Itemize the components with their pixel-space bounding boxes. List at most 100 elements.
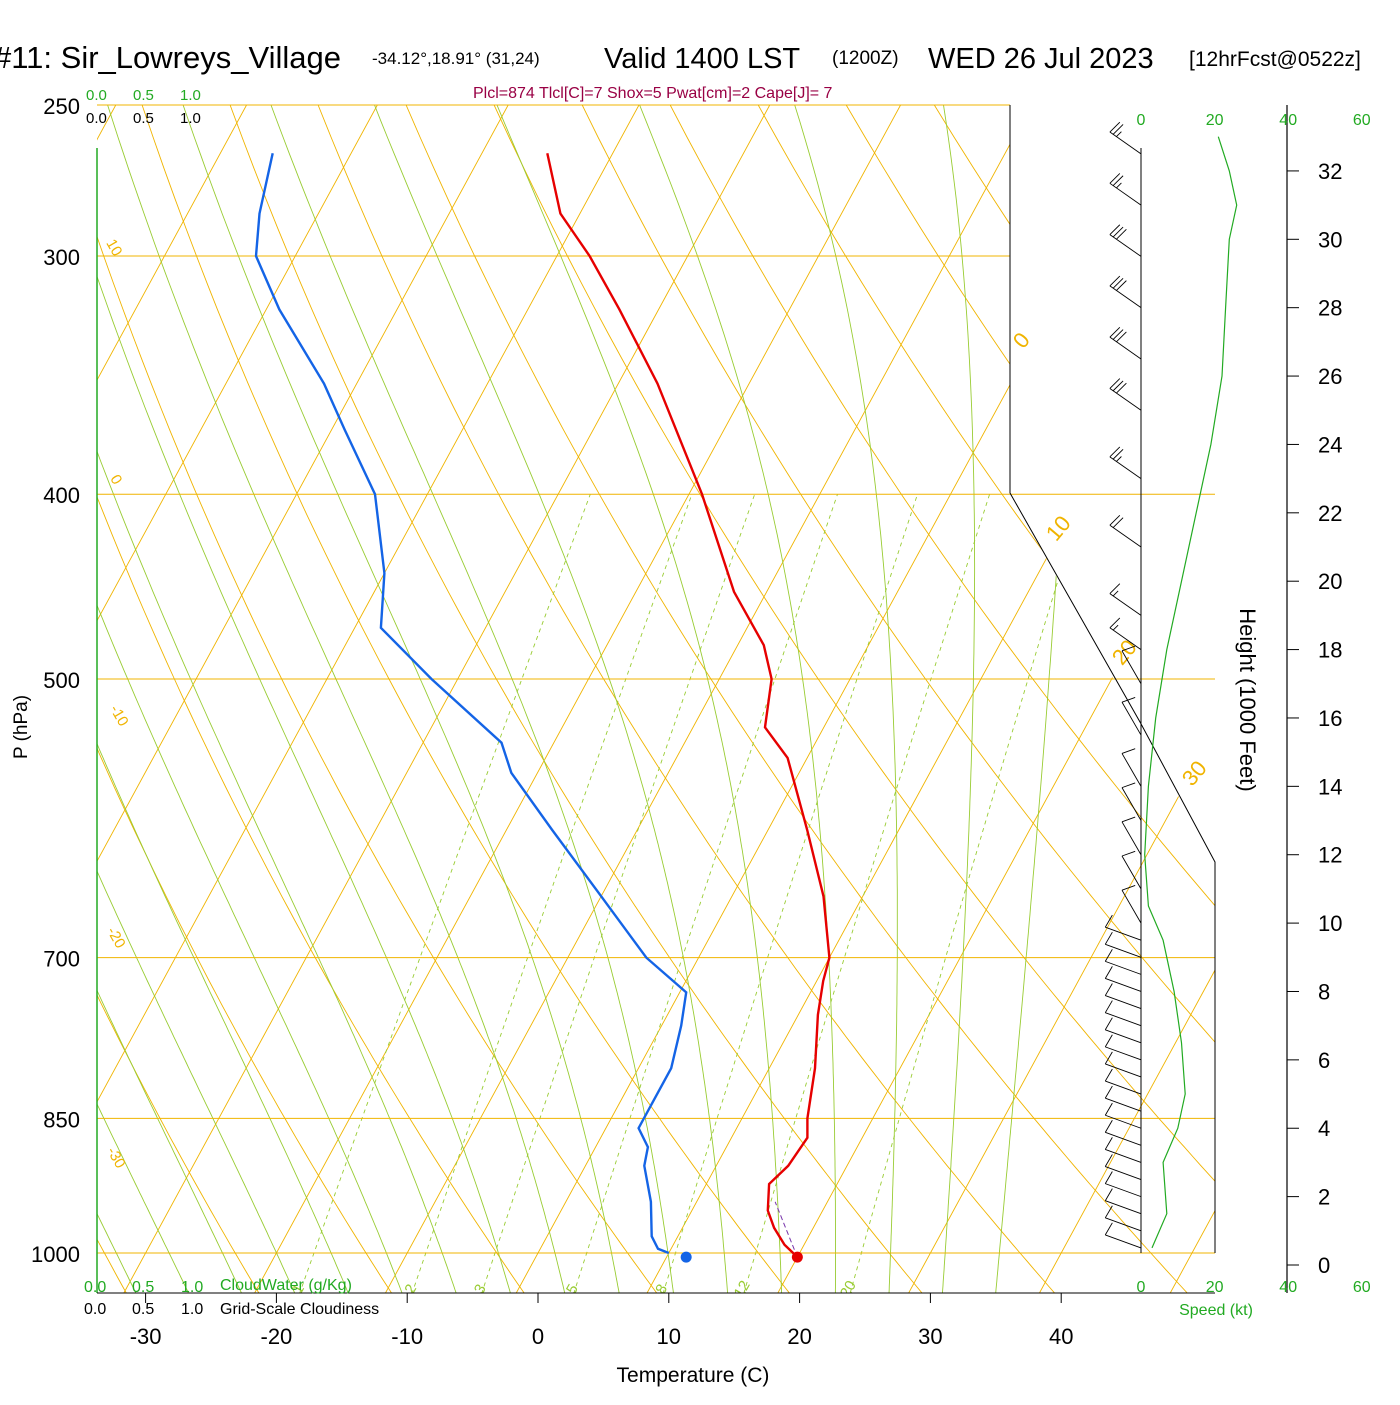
dry-adiabat [739,105,1215,1293]
parcel-path [774,1201,798,1258]
wind-barb-feather [1104,983,1113,996]
wind-barb-feather [1109,617,1121,629]
speed-tick-bottom: 60 [1353,1279,1371,1296]
wind-barb [1121,787,1142,821]
wind-barb-feather [1104,1171,1113,1184]
wind-barb [1109,524,1142,548]
plot-right-border [1009,105,1216,1253]
wind-barb-feather [1109,173,1121,184]
wind-barb-feather [1121,782,1136,789]
wind-barb-feather [1104,1017,1113,1030]
wind-barb [1121,855,1142,890]
height-tick-label: 0 [1318,1253,1330,1278]
scale-tick: 0.0 [84,1279,106,1296]
dry-adiabat [304,105,1090,1293]
mixing-ratio-label: 5 [563,1281,582,1297]
temperature-tick-label: 0 [532,1324,544,1349]
moist-adiabat [482,105,784,1293]
pressure-tick-label: 250 [43,94,80,119]
wind-barb-feather [1112,624,1119,631]
wind-barb-feather [1109,326,1121,338]
mixing-ratio-line [838,494,1085,1293]
dry-adiabat [97,105,687,1293]
wind-barb [1109,627,1142,650]
isotherm-line [233,105,901,1293]
scale-tick: 0.0 [86,110,107,127]
wind-barb-feather [1104,949,1113,962]
moist-adiabat [258,105,679,1293]
wind-barb [1105,1200,1142,1215]
wind-barb-feather [1104,1051,1113,1065]
speed-axis-title: Speed (kt) [1179,1302,1253,1319]
wind-barb-feather [1121,850,1136,857]
wind-barb [1105,1149,1142,1163]
wind-barb [1105,926,1142,941]
wind-barb-feather [1104,1000,1113,1013]
speed-tick-top: 0 [1137,112,1146,129]
cloudiness-label: Grid-Scale Cloudiness [220,1301,379,1318]
mixing-ratio-label: 3 [471,1281,490,1297]
temperature-tick-label: -20 [261,1324,293,1349]
pressure-tick-label: 700 [43,947,80,972]
moist-adiabat [97,105,365,1293]
speed-tick-bottom: 40 [1279,1279,1297,1296]
wind-barb-feather [1112,124,1124,135]
wind-barb [1105,978,1142,992]
wind-barb [1121,701,1142,736]
wind-barb-feather [1109,224,1121,235]
height-tick-label: 12 [1318,843,1342,868]
wind-barb-feather [1104,1102,1113,1116]
wind-barb [1109,336,1142,360]
wind-barb [1121,821,1142,855]
height-tick-label: 14 [1318,774,1342,799]
wind-barb-feather [1104,914,1113,928]
wind-barb [1105,1080,1142,1095]
wind-barb [1109,456,1142,479]
height-tick-label: 10 [1318,911,1342,936]
moist-adiabat [783,105,898,1293]
cloudwater-scale-bottom: 0.0 0.5 1.0 CloudWater (g/Kg) [84,1277,352,1296]
scale-tick: 0.5 [133,110,154,127]
moist-adiabat [97,105,575,1293]
speed-tick-bottom: 20 [1206,1279,1224,1296]
wind-barb [1105,1012,1142,1027]
dry-adiabat [652,105,1215,1293]
pressure-tick-label: 500 [43,668,80,693]
wind-barb-feather [1112,278,1124,289]
wind-barb [1105,1131,1142,1146]
wind-barb [1105,1183,1142,1198]
wind-barb-feather [1104,1222,1113,1236]
speed-tick-top: 40 [1279,112,1297,129]
height-tick-label: 2 [1318,1185,1330,1210]
temperature-tick-label: 40 [1049,1324,1073,1349]
pressure-tick-label: 300 [43,245,80,270]
isotherm-line [363,105,1032,1293]
valid-date: WED 26 Jul 2023 [928,43,1154,75]
moist-adiabat [97,105,470,1293]
wind-barb-feather [1116,382,1127,394]
wind-barb [1105,1097,1142,1112]
wind-barb-feather [1109,275,1121,287]
mixing-ratio-label: 1 [289,1281,308,1297]
temperature-tick-label: -10 [391,1324,423,1349]
wind-barb-feather [1104,1205,1113,1219]
wind-barb [1121,650,1142,684]
scale-tick: 1.0 [180,110,201,127]
wind-barb [1105,960,1142,975]
wind-barb-feather [1104,1154,1113,1167]
scale-tick: 1.0 [181,1279,203,1296]
wind-barb-feather [1116,280,1127,291]
wind-barb [1109,593,1142,616]
pressure-axis-title: P (hPa) [11,695,32,759]
cloudiness-scale-bottom: 0.0 0.5 1.0 Grid-Scale Cloudiness [84,1301,379,1318]
wind-barb-feather [1116,131,1122,137]
surface-dewpoint-marker [680,1251,692,1263]
wind-barb-feather [1121,816,1136,823]
surface-temperature-marker [791,1251,803,1263]
height-tick-label: 28 [1318,296,1342,321]
temperature-axis-title: Temperature (C) [617,1364,770,1387]
isotherm-line [756,105,1215,1293]
moist-adiabat [97,105,418,1293]
height-tick-label: 30 [1318,227,1342,252]
isotherm-left-label: 10 [102,236,125,259]
